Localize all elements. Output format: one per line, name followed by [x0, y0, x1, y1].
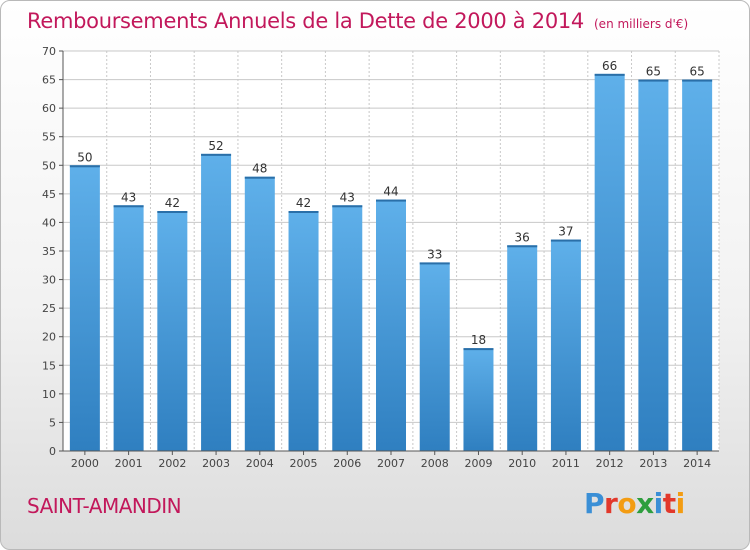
- bar-top-edge: [638, 79, 669, 82]
- y-tick-label: 65: [42, 74, 56, 87]
- logo-letter: x: [636, 487, 654, 520]
- data-label-2002: 42: [165, 196, 180, 210]
- bar-2011: [550, 239, 581, 451]
- y-tick-label: 40: [42, 216, 56, 229]
- logo-letter: P: [584, 487, 605, 520]
- data-label-2012: 66: [602, 59, 617, 73]
- data-label-2003: 52: [208, 139, 223, 153]
- x-tick-label-2013: 2013: [639, 457, 667, 470]
- labels-layer: 50 2000 43 2001 42 2002 52 2003 48 2004 42 2005 43 20…: [71, 59, 711, 470]
- bar-2012: [594, 73, 625, 451]
- x-tick-label-2001: 2001: [115, 457, 143, 470]
- bars-layer: [69, 73, 713, 452]
- x-tick-label-2009: 2009: [464, 457, 492, 470]
- bar-top-edge: [332, 205, 363, 208]
- logo-letter: t: [662, 487, 676, 520]
- bar-2003: [201, 153, 232, 451]
- axes-layer: 0 5 10 15 20 25 30 35 40 45 50 55 60 65 70: [42, 45, 719, 458]
- bar-2007: [376, 199, 406, 451]
- data-label-2004: 48: [252, 162, 267, 176]
- data-label-2005: 42: [296, 196, 311, 210]
- x-tick-label-2011: 2011: [552, 457, 580, 470]
- logo-letter: o: [617, 487, 637, 520]
- y-tick-label: 5: [49, 416, 56, 429]
- x-tick-label-2008: 2008: [421, 457, 449, 470]
- bar-top-edge: [288, 211, 319, 213]
- data-label-2010: 36: [515, 230, 530, 244]
- bar-top-edge: [244, 176, 275, 179]
- y-tick-label: 10: [42, 388, 56, 401]
- chart-title-text: Remboursements Annuels de la Dette de 20…: [27, 9, 584, 33]
- x-tick-label-2005: 2005: [290, 457, 318, 470]
- y-tick-label: 45: [42, 188, 56, 201]
- data-label-2001: 43: [121, 190, 136, 204]
- x-tick-label-2012: 2012: [596, 457, 624, 470]
- bar-top-edge: [550, 239, 581, 242]
- x-tick-label-2004: 2004: [246, 457, 274, 470]
- data-label-2008: 33: [427, 247, 442, 261]
- bar-2008: [419, 262, 450, 451]
- chart-title: Remboursements Annuels de la Dette de 20…: [27, 9, 688, 33]
- proxiti-logo: Proxiti: [584, 487, 685, 520]
- commune-name: SAINT-AMANDIN: [27, 494, 182, 518]
- bar-top-edge: [201, 153, 232, 156]
- y-tick-label: 35: [42, 245, 56, 258]
- bar-2010: [507, 245, 538, 451]
- bar-2006: [332, 205, 363, 451]
- data-label-2007: 44: [383, 185, 398, 199]
- x-tick-label-2002: 2002: [158, 457, 186, 470]
- data-label-2009: 18: [471, 333, 486, 347]
- bar-top-edge: [113, 205, 144, 208]
- x-tick-label-2007: 2007: [377, 457, 405, 470]
- x-tick-label-2000: 2000: [71, 457, 99, 470]
- y-tick-label: 60: [42, 102, 56, 115]
- data-label-2011: 37: [558, 225, 573, 239]
- bar-2001: [113, 205, 144, 451]
- y-tick-label: 25: [42, 302, 56, 315]
- bar-top-edge: [157, 211, 188, 213]
- bar-top-edge: [594, 73, 625, 76]
- bar-top-edge: [682, 79, 713, 82]
- bar-2000: [69, 165, 100, 452]
- bar-top-edge: [419, 262, 450, 265]
- bar-top-edge: [463, 348, 494, 351]
- bar-top-edge: [69, 165, 100, 168]
- data-label-2000: 50: [77, 150, 92, 164]
- bar-2005: [288, 211, 319, 451]
- y-tick-label: 55: [42, 131, 56, 144]
- y-tick-label: 15: [42, 359, 56, 372]
- logo-letter: i: [675, 487, 686, 520]
- y-tick-label: 50: [42, 159, 56, 172]
- bar-top-edge: [507, 245, 538, 248]
- logo-letter: r: [604, 487, 618, 520]
- bar-2002: [157, 211, 188, 451]
- bar-top-edge: [376, 199, 406, 202]
- y-tick-label: 30: [42, 274, 56, 287]
- chart-subtitle: (en milliers d'€): [594, 17, 689, 31]
- y-tick-label: 70: [42, 45, 56, 58]
- bar-2013: [638, 79, 669, 452]
- logo-letter: i: [653, 487, 664, 520]
- bar-2014: [682, 79, 713, 452]
- data-label-2014: 65: [689, 65, 704, 79]
- x-tick-label-2003: 2003: [202, 457, 230, 470]
- data-label-2006: 43: [340, 190, 355, 204]
- x-tick-label-2014: 2014: [683, 457, 711, 470]
- data-label-2013: 65: [646, 65, 661, 79]
- x-tick-label-2006: 2006: [333, 457, 361, 470]
- y-tick-label: 0: [49, 445, 56, 458]
- x-tick-label-2010: 2010: [508, 457, 536, 470]
- bar-2009: [463, 348, 494, 451]
- bar-2004: [244, 176, 275, 451]
- y-tick-label: 20: [42, 331, 56, 344]
